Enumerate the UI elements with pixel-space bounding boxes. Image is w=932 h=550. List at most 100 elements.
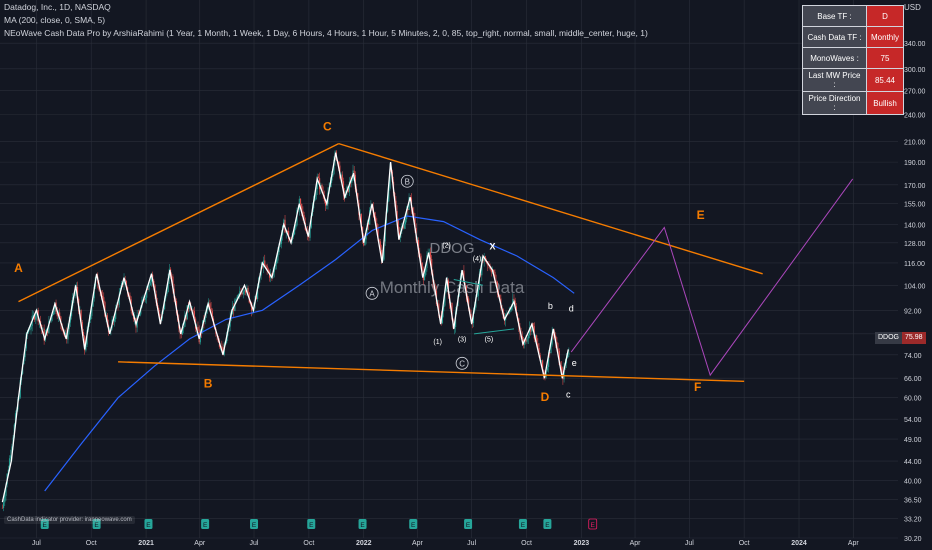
candle-body	[508, 310, 510, 314]
candle-body	[125, 281, 128, 288]
candle-body	[197, 326, 199, 330]
pattern-trendline	[18, 142, 339, 303]
candle-body	[315, 189, 317, 200]
candle-body	[147, 288, 149, 290]
candle-body	[211, 311, 213, 319]
candle-body	[333, 160, 335, 175]
currency-label: USD	[904, 3, 921, 12]
candle-body	[241, 292, 243, 295]
candle-body	[567, 354, 569, 358]
candle-body	[317, 176, 320, 179]
candle-body	[101, 295, 104, 298]
candle-body	[256, 287, 259, 300]
candle-body	[33, 315, 36, 320]
candle-body	[242, 291, 244, 295]
candle-body	[524, 339, 526, 346]
candle-body	[321, 184, 323, 192]
info-label: Last MW Price :	[803, 69, 866, 91]
candle-body	[381, 249, 383, 261]
indicator-legend[interactable]: NEoWave Cash Data Pro by ArshiaRahimi (1…	[4, 28, 648, 38]
candle-body	[138, 314, 141, 316]
candle-body	[56, 311, 58, 317]
candle-body	[210, 308, 212, 312]
candle-body	[4, 495, 6, 503]
earnings-marker	[358, 519, 367, 529]
wave-label: e	[572, 358, 577, 368]
candle-body	[35, 314, 37, 320]
candle-body	[90, 315, 92, 321]
candle-body	[69, 316, 71, 323]
candle-body	[514, 300, 516, 307]
wave-label: d	[569, 303, 574, 313]
candle-body	[91, 306, 93, 316]
pattern-trendline	[118, 361, 745, 383]
candle-body	[550, 344, 552, 354]
candle-body	[499, 294, 501, 299]
candle-body	[324, 201, 327, 206]
candle-body	[172, 276, 174, 289]
earnings-marker	[543, 519, 552, 529]
monowave-line	[1, 152, 569, 503]
candle-body	[509, 309, 512, 311]
candle-body	[148, 285, 150, 290]
candle-body	[443, 305, 445, 312]
projection-layer	[570, 178, 854, 377]
candle-body	[338, 161, 340, 166]
earnings-marker-label: E	[309, 522, 314, 529]
circled-label: A	[369, 289, 375, 298]
candle-body	[48, 321, 50, 333]
candle-body	[243, 290, 246, 292]
candle-body	[209, 303, 211, 309]
candle-body	[32, 315, 34, 316]
candle-body	[267, 269, 269, 272]
earnings-marker-label: E	[591, 522, 596, 529]
candle-body	[561, 366, 563, 372]
candle-body	[274, 263, 277, 267]
earnings-marker-label: E	[43, 522, 48, 529]
candle-body	[429, 251, 432, 259]
provider-note: CashData indicator provider: iranneowave…	[4, 516, 135, 524]
earnings-marker	[201, 519, 210, 529]
earnings-marker-label: E	[252, 522, 257, 529]
candle-body	[407, 208, 409, 210]
x-tick-label: 2024	[791, 540, 807, 547]
candle-body	[403, 224, 405, 229]
candle-body	[283, 219, 285, 226]
earnings-marker-label: E	[411, 522, 416, 529]
candle-body	[118, 293, 120, 305]
candle-body	[376, 222, 378, 229]
time-axis[interactable]: Jul Oct 2021 Apr Jul Oct 2022 Apr Jul Oct 2023 Apr J…	[32, 540, 859, 547]
candle-body	[193, 311, 195, 319]
candles-layer	[1, 149, 570, 512]
candle-body	[286, 230, 289, 232]
candle-body	[92, 298, 94, 307]
candle-body	[375, 216, 377, 223]
x-tick-label: Oct	[521, 540, 532, 547]
candle-body	[332, 174, 334, 177]
candle-body	[397, 219, 399, 233]
candle-body	[181, 328, 184, 335]
ma-legend[interactable]: MA (200, close, 0, SMA, 5)	[4, 15, 106, 25]
earnings-marker-label: E	[146, 522, 151, 529]
earnings-marker-label: E	[545, 522, 550, 529]
candle-body	[402, 225, 404, 229]
candle-body	[103, 297, 105, 303]
wave-label: C	[323, 119, 332, 133]
info-label: Cash Data TF :	[803, 27, 866, 47]
x-tick-label: Apr	[848, 540, 860, 547]
candle-body	[552, 332, 554, 334]
candle-body	[166, 292, 168, 294]
candle-body	[30, 325, 32, 330]
earnings-marker	[307, 519, 316, 529]
candle-body	[159, 314, 161, 318]
candle-body	[441, 311, 444, 324]
price-axis[interactable]: 340.00 300.00 270.00 240.00 210.00 190.00 170.…	[904, 41, 926, 543]
candle-body	[342, 181, 345, 194]
x-tick-label: 2023	[574, 540, 590, 547]
symbol-title[interactable]: Datadog, Inc., 1D, NASDAQ	[4, 2, 111, 12]
ma-200-layer	[44, 215, 575, 492]
y-tick-label: 270.00	[904, 88, 926, 95]
candle-body	[386, 201, 389, 212]
projection-path	[570, 178, 854, 377]
